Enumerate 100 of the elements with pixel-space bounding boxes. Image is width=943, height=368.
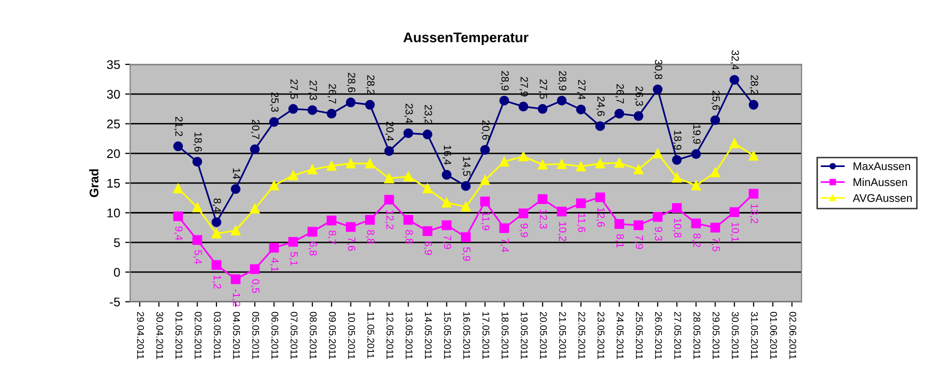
point (730, 74, 740, 85)
point (346, 222, 356, 232)
point (326, 161, 336, 171)
point (556, 206, 567, 216)
x-tick-label: 08.05.2011 (310, 312, 317, 359)
point (212, 228, 222, 238)
x-tick-label: 20.05.2011 (540, 312, 547, 359)
point (518, 208, 528, 218)
point (442, 198, 452, 208)
data-label: 32,4 (730, 50, 739, 70)
point (691, 218, 701, 228)
point (192, 202, 202, 212)
data-label: 8,1 (615, 234, 624, 248)
point (365, 215, 375, 225)
point (518, 152, 528, 162)
data-label: 30,8 (654, 60, 662, 80)
point (499, 96, 510, 106)
point (480, 144, 490, 155)
x-tick-label: 03.05.2011 (214, 312, 221, 359)
point (269, 180, 279, 190)
y-tick-label: -5 (110, 298, 120, 306)
y-tick-label: 5 (114, 238, 120, 248)
x-tick-label: 30.05.2011 (732, 312, 739, 359)
point (710, 115, 720, 126)
data-label: 27,3 (308, 80, 317, 100)
x-tick-label: 29.04.2011 (137, 312, 144, 359)
data-label: 8,8 (366, 230, 375, 244)
y-tick-label: 35 (106, 60, 120, 70)
point (326, 216, 336, 226)
data-label: 1,2 (212, 275, 222, 289)
point (269, 242, 279, 253)
point (384, 194, 394, 205)
point (576, 162, 586, 172)
point (403, 172, 414, 182)
data-label: 16,4 (442, 146, 452, 165)
point (460, 202, 471, 212)
x-tick-label: 16.05.2011 (463, 312, 470, 359)
data-label: 7,5 (711, 238, 720, 252)
data-label: 24,6 (596, 96, 605, 116)
data-label: 6,8 (308, 242, 317, 256)
data-label: 0,5 (250, 279, 260, 293)
y-tick-label: 20 (107, 149, 120, 158)
x-tick-label: 29.05.2011 (712, 312, 720, 359)
point (173, 141, 183, 152)
x-tick-label: 12.05.2011 (386, 312, 394, 359)
point (595, 158, 605, 168)
point (442, 170, 452, 180)
point (730, 138, 740, 148)
point (422, 184, 432, 194)
data-label: 5,4 (193, 250, 202, 264)
x-tick-label: 27.05.2011 (674, 312, 682, 359)
point (556, 159, 567, 169)
point (499, 223, 510, 234)
point (269, 117, 279, 127)
point (346, 158, 356, 168)
data-label: 23,4 (404, 104, 413, 124)
x-tick-label: 07.05.2011 (290, 312, 298, 359)
chart-title: AussenTemperatur (403, 32, 528, 46)
point (556, 96, 567, 106)
point (346, 98, 356, 108)
data-label: 8,7 (328, 230, 336, 244)
point (288, 236, 298, 247)
y-tick-label: 10 (107, 208, 120, 218)
data-label: 9,9 (519, 224, 528, 238)
data-label: 10,1 (730, 222, 739, 242)
point (748, 100, 758, 110)
x-tick-label: 11.05.2011 (367, 312, 374, 358)
point (212, 217, 222, 228)
x-tick-label: 13.05.2011 (406, 312, 413, 359)
point (614, 108, 624, 119)
x-tick-label: 01.05.2011 (175, 312, 182, 359)
data-label: 7,4 (500, 238, 509, 252)
point (403, 128, 414, 138)
point (173, 211, 183, 222)
point (288, 104, 298, 114)
legend-label: AVGAussen (852, 194, 912, 202)
point (308, 105, 318, 115)
x-tick-label: 22.05.2011 (578, 312, 586, 359)
data-label: 7,9 (634, 235, 644, 249)
point (192, 235, 202, 245)
data-label: 9,4 (174, 226, 183, 240)
data-label: 7,9 (442, 235, 452, 249)
data-label: 28,9 (500, 71, 509, 90)
point (212, 260, 222, 270)
point (480, 175, 490, 185)
data-label: 12,6 (596, 208, 605, 227)
data-label: 11,9 (481, 212, 490, 230)
data-label: 5,1 (289, 252, 298, 266)
point (595, 121, 605, 131)
point (365, 158, 375, 168)
data-label: 5,9 (462, 247, 470, 261)
data-label: 21,2 (174, 116, 183, 136)
point (460, 181, 471, 191)
data-label: 13,2 (750, 204, 758, 224)
data-label: 28,9 (558, 71, 566, 90)
point (538, 194, 548, 204)
data-label: 9,3 (654, 227, 662, 241)
point (499, 156, 510, 167)
point (230, 184, 241, 194)
point (518, 102, 528, 112)
